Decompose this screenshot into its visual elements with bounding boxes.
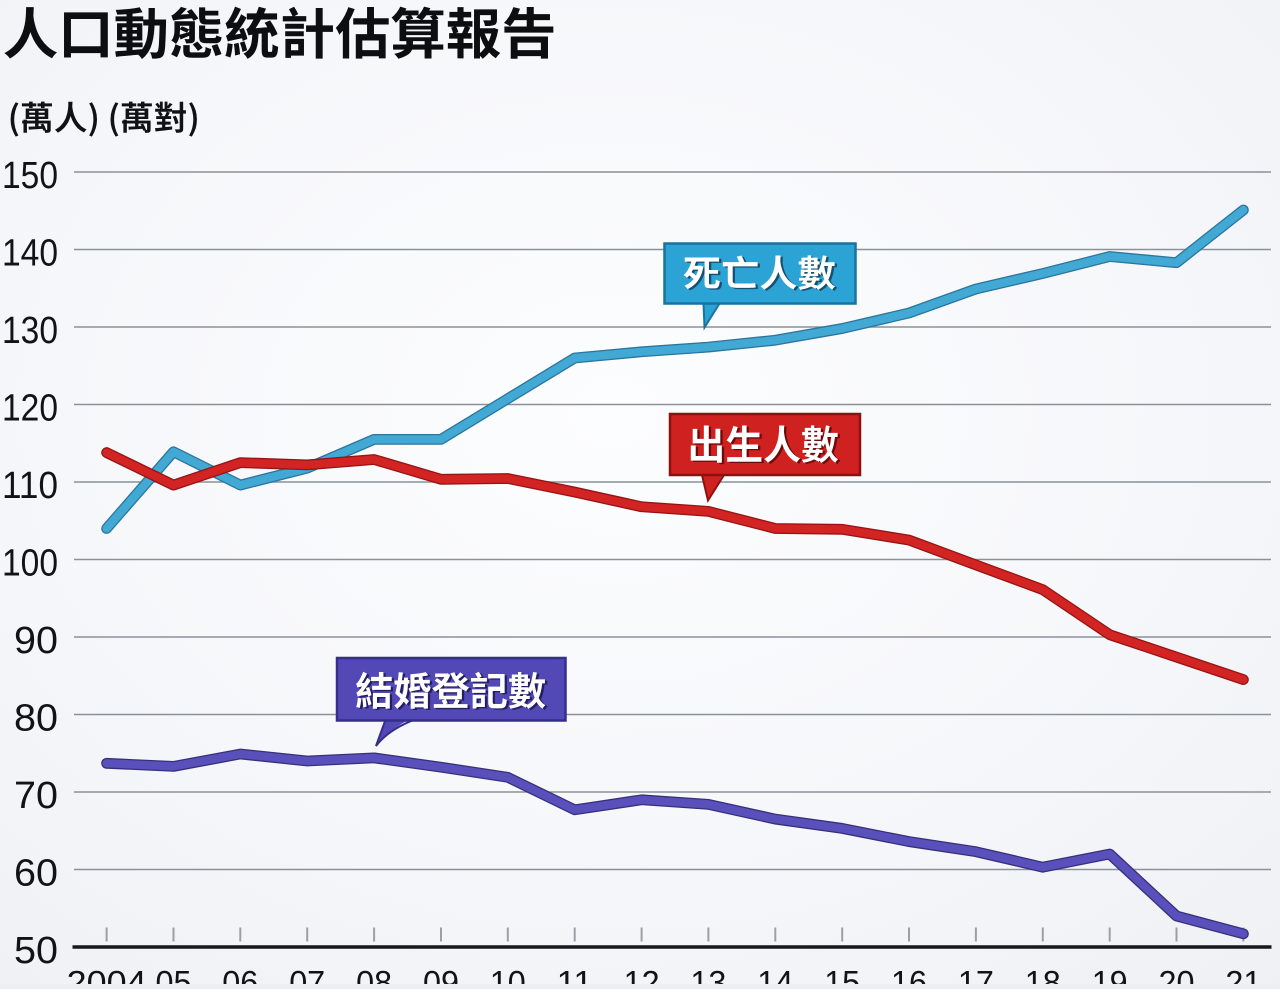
svg-text:50: 50 [14, 930, 58, 972]
svg-text:2004: 2004 [67, 964, 147, 984]
svg-text:08: 08 [356, 964, 392, 984]
svg-text:18: 18 [1025, 964, 1061, 984]
svg-text:10: 10 [490, 964, 526, 984]
svg-text:110: 110 [2, 465, 58, 507]
svg-text:80: 80 [14, 698, 58, 740]
svg-text:11: 11 [557, 964, 593, 984]
svg-text:13: 13 [690, 964, 726, 984]
svg-text:90: 90 [14, 620, 58, 662]
svg-text:14: 14 [757, 964, 793, 984]
svg-text:130: 130 [2, 310, 58, 352]
svg-text:60: 60 [14, 853, 58, 895]
svg-text:06: 06 [222, 964, 258, 984]
svg-text:17: 17 [958, 964, 994, 984]
svg-text:09: 09 [423, 964, 459, 984]
svg-text:70: 70 [14, 775, 58, 817]
svg-text:15: 15 [824, 964, 860, 984]
svg-text:07: 07 [289, 964, 325, 984]
svg-text:19: 19 [1092, 964, 1128, 984]
svg-text:150: 150 [2, 155, 58, 197]
svg-text:140: 140 [2, 233, 58, 275]
svg-text:100: 100 [2, 543, 58, 585]
svg-text:05: 05 [156, 964, 192, 984]
svg-text:120: 120 [2, 388, 58, 430]
svg-text:20: 20 [1159, 964, 1195, 984]
svg-text:12: 12 [624, 964, 660, 984]
svg-text:16: 16 [891, 964, 927, 984]
svg-text:21: 21 [1225, 964, 1261, 984]
